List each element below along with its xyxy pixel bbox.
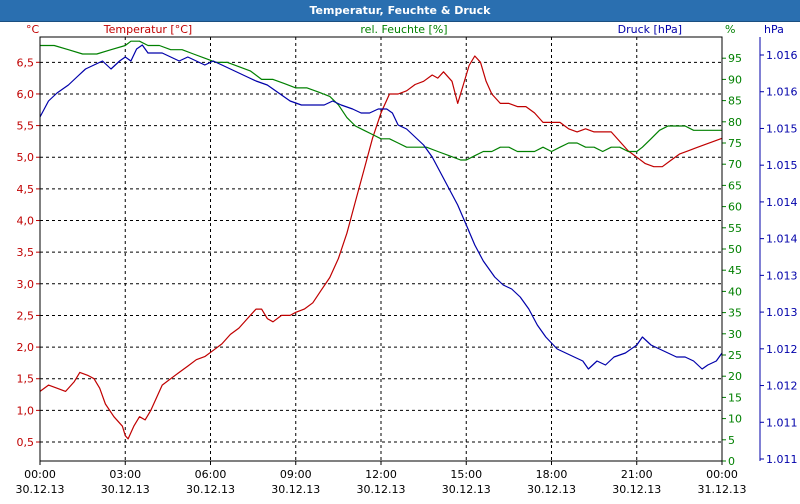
- hum-tick-label: 40: [728, 285, 742, 298]
- temp-tick-label: 6,0: [17, 88, 35, 101]
- press-tick-label: 1.015: [766, 159, 798, 172]
- hum-tick-label: 95: [728, 52, 742, 65]
- temp-tick-label: 3,5: [17, 246, 35, 259]
- press-tick-label: 1.015: [766, 122, 798, 135]
- hum-tick-label: 0: [728, 455, 735, 468]
- temp-tick-label: 6,5: [17, 56, 35, 69]
- hum-unit-label: %: [725, 23, 735, 36]
- series-lines: [39, 40, 723, 440]
- hum-tick-label: 90: [728, 73, 742, 86]
- grid-lines: [40, 37, 722, 461]
- x-tick-date: 30.12.13: [271, 483, 320, 496]
- hum-tick-label: 65: [728, 179, 742, 192]
- press-tick-label: 1.014: [766, 233, 798, 246]
- x-tick-date: 30.12.13: [101, 483, 150, 496]
- temp-tick-label: 5,0: [17, 151, 35, 164]
- temp-tick-label: 5,5: [17, 120, 35, 133]
- x-tick-date: 31.12.13: [698, 483, 747, 496]
- axis-labels: °C% hPa Temperatur [°C] rel. Feuchte [%] Dru…: [26, 23, 784, 36]
- hum-series-label: rel. Feuchte [%]: [360, 23, 447, 36]
- temp-tick-label: 3,0: [17, 278, 35, 291]
- chart-frame: 0,5 1,0 1,5 2,0 2,5 3,0 3,5 4,0 4,5 5,0 5,5 6,0 6,5 0…: [0, 21, 800, 500]
- x-tick-time: 00:00: [706, 468, 738, 481]
- press-unit-label: hPa: [764, 23, 784, 36]
- hum-tick-label: 20: [728, 370, 742, 383]
- press-tick-label: 1.016: [766, 49, 798, 62]
- hum-tick-label: 25: [728, 349, 742, 362]
- x-tick-date: 30.12.13: [186, 483, 235, 496]
- x-tick-date: 30.12.13: [527, 483, 576, 496]
- x-tick-time: 03:00: [109, 468, 141, 481]
- temp-series-label: Temperatur [°C]: [103, 23, 192, 36]
- press-series-label: Druck [hPa]: [618, 23, 682, 36]
- hum-tick-label: 85: [728, 95, 742, 108]
- hum-tick-label: 35: [728, 307, 742, 320]
- x-tick-time: 12:00: [365, 468, 397, 481]
- press-tick-label: 1.013: [766, 306, 798, 319]
- window-title: Temperatur, Feuchte & Druck: [0, 0, 800, 22]
- press-tick-label: 1.012: [766, 343, 798, 356]
- x-tick-time: 18:00: [536, 468, 568, 481]
- chart-svg: 0,5 1,0 1,5 2,0 2,5 3,0 3,5 4,0 4,5 5,0 5,5 6,0 6,5 0…: [16, 23, 798, 496]
- x-tick-date: 30.12.13: [612, 483, 661, 496]
- hum-tick-label: 60: [728, 201, 742, 214]
- hum-tick-label: 80: [728, 116, 742, 129]
- hum-tick-label: 70: [728, 158, 742, 171]
- temp-tick-label: 4,5: [17, 183, 35, 196]
- press-tick-label: 1.011: [766, 416, 798, 429]
- hum-tick-label: 30: [728, 328, 742, 341]
- hum-tick-label: 75: [728, 137, 742, 150]
- temp-tick-label: 1,5: [17, 373, 35, 386]
- press-tick-label: 1.016: [766, 86, 798, 99]
- hum-tick-label: 15: [728, 391, 742, 404]
- axes: 0,5 1,0 1,5 2,0 2,5 3,0 3,5 4,0 4,5 5,0 5,5 6,0 6,5 0…: [16, 36, 798, 496]
- hum-tick-label: 55: [728, 222, 742, 235]
- x-tick-date: 30.12.13: [16, 483, 65, 496]
- temp-tick-label: 4,0: [17, 215, 35, 228]
- temp-tick-label: 2,5: [17, 309, 35, 322]
- hum-tick-label: 50: [728, 243, 742, 256]
- x-tick-time: 15:00: [450, 468, 482, 481]
- press-tick-label: 1.014: [766, 196, 798, 209]
- series-line-hum: [40, 40, 722, 161]
- x-tick-time: 06:00: [195, 468, 227, 481]
- x-tick-time: 09:00: [280, 468, 312, 481]
- hum-tick-label: 45: [728, 264, 742, 277]
- plot-frame: [39, 36, 723, 462]
- press-tick-label: 1.011: [766, 453, 798, 466]
- press-tick-label: 1.012: [766, 380, 798, 393]
- x-tick-date: 30.12.13: [442, 483, 491, 496]
- hum-tick-label: 10: [728, 413, 742, 426]
- temp-tick-label: 0,5: [17, 436, 35, 449]
- series-line-temp: [39, 55, 723, 440]
- x-tick-time: 00:00: [24, 468, 56, 481]
- x-tick-date: 30.12.13: [357, 483, 406, 496]
- series-line-press: [39, 44, 723, 370]
- x-tick-time: 21:00: [621, 468, 653, 481]
- temp-unit-label: °C: [26, 23, 40, 36]
- press-tick-label: 1.013: [766, 269, 798, 282]
- hum-tick-label: 5: [728, 434, 735, 447]
- temp-tick-label: 2,0: [17, 341, 35, 354]
- temp-tick-label: 1,0: [17, 404, 35, 417]
